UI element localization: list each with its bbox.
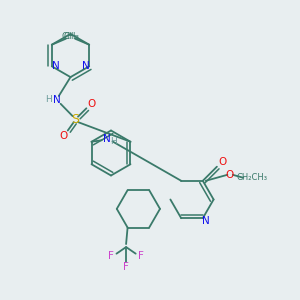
Text: CH₃: CH₃ [62, 32, 78, 41]
Text: CH₃: CH₃ [63, 32, 79, 41]
Text: O: O [87, 99, 95, 109]
Text: O: O [218, 157, 226, 167]
Text: N: N [52, 95, 60, 105]
Text: N: N [82, 61, 89, 71]
Text: H: H [46, 95, 52, 104]
Text: N: N [202, 216, 210, 226]
Text: N: N [52, 61, 59, 71]
Text: F: F [123, 262, 129, 272]
Text: CH₂CH₃: CH₂CH₃ [236, 173, 267, 182]
Text: F: F [138, 251, 144, 261]
Text: O: O [226, 170, 234, 180]
Text: F: F [108, 251, 114, 261]
Text: N: N [103, 134, 111, 144]
Text: H: H [110, 137, 116, 146]
Text: O: O [59, 131, 67, 141]
Text: S: S [72, 112, 80, 126]
